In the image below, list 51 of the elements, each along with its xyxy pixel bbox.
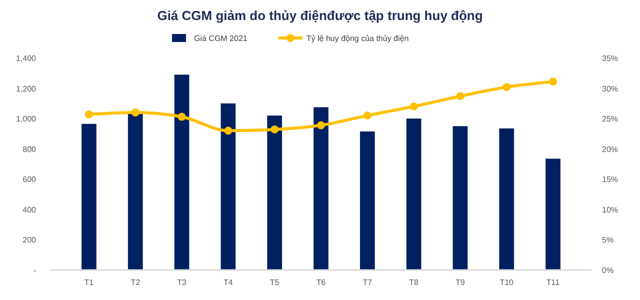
x-tick-label: T1 <box>84 278 94 287</box>
bar <box>174 74 190 270</box>
y2-tick-label: 10% <box>602 205 618 214</box>
legend-label: Tỷ lệ huy động của thủy điện <box>306 34 409 43</box>
bar <box>452 126 468 270</box>
y-tick-label: - <box>33 266 36 275</box>
bar <box>220 103 236 270</box>
y2-tick-label: 15% <box>602 175 618 184</box>
point <box>131 108 140 117</box>
y-tick-label: 200 <box>22 236 37 245</box>
x-tick-label: T8 <box>409 278 420 287</box>
y-tick-label: 800 <box>22 144 37 154</box>
point <box>502 83 511 92</box>
point <box>410 102 418 110</box>
bar <box>406 118 422 270</box>
y-tick-label: 1,200 <box>16 84 37 94</box>
y-tick-label: 600 <box>22 175 37 184</box>
bar <box>546 158 560 270</box>
y2-tick-label: 20% <box>602 144 618 154</box>
bar <box>267 116 282 270</box>
y-tick-label: 400 <box>22 205 37 214</box>
y2-tick-label: 35% <box>602 54 618 63</box>
chart-title: Giá CGM giảm do thủy điệnđược tập trung huy động <box>157 8 483 23</box>
y2-tick-label: 0% <box>602 266 614 275</box>
bar <box>82 124 96 270</box>
legend-label: Giá CGM 2021 <box>194 34 248 43</box>
bar <box>360 131 375 270</box>
point <box>549 78 558 86</box>
x-tick-label: T9 <box>456 278 466 287</box>
bar <box>499 128 514 270</box>
x-tick-label: T7 <box>362 278 373 287</box>
point <box>84 110 93 118</box>
point <box>363 112 372 120</box>
x-tick-label: T2 <box>130 278 141 287</box>
y2-tick-label: 30% <box>602 84 618 94</box>
y-tick-label: 1,000 <box>16 114 37 124</box>
point <box>178 112 186 121</box>
x-tick-label: T11 <box>546 278 560 287</box>
point <box>270 125 279 134</box>
y2-tick-label: 5% <box>602 236 614 245</box>
point <box>456 92 464 100</box>
y2-tick-label: 25% <box>602 114 618 124</box>
x-tick-label: T6 <box>316 278 326 287</box>
x-tick-label: T3 <box>177 278 188 287</box>
x-tick-label: T5 <box>270 278 280 287</box>
y-tick-label: 1,400 <box>16 54 37 63</box>
x-tick-label: T10 <box>500 278 514 287</box>
point <box>224 126 232 135</box>
point <box>317 121 325 130</box>
x-tick-label: T4 <box>224 278 234 287</box>
bar <box>314 107 328 270</box>
